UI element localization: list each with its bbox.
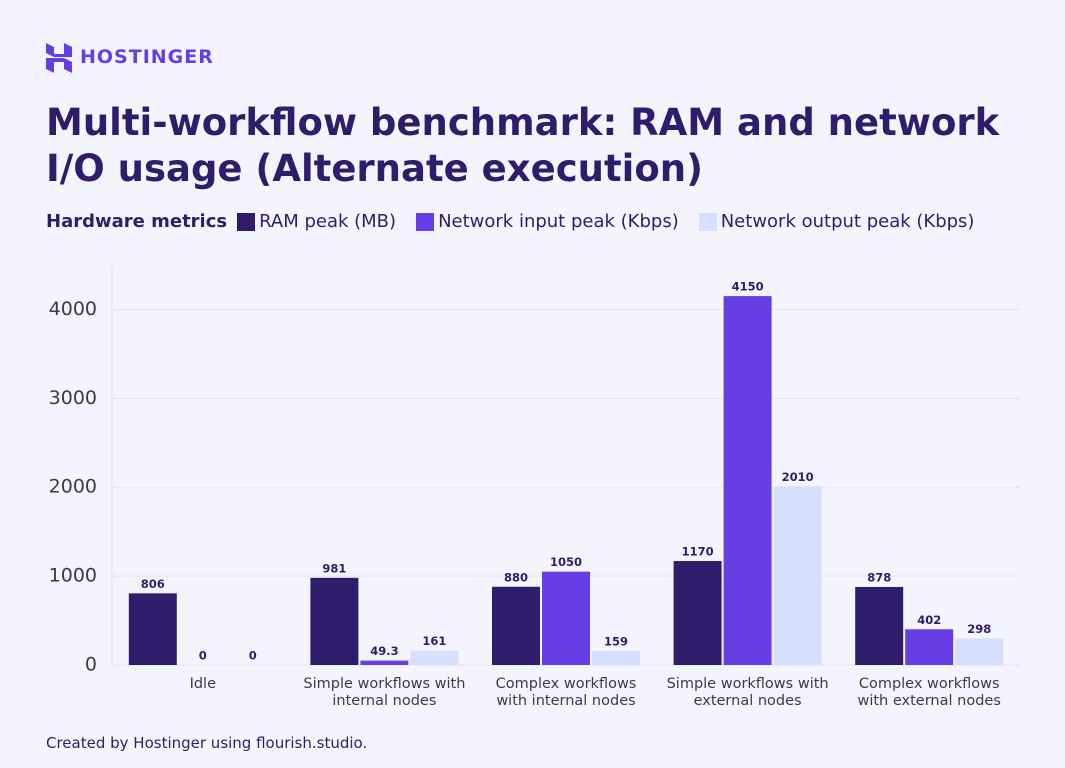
value-label: 4150: [732, 280, 764, 294]
legend-swatch: [416, 212, 435, 231]
value-label: 49.3: [370, 644, 398, 658]
value-label: 0: [249, 649, 257, 663]
bar: [492, 586, 540, 665]
bar: [723, 296, 772, 665]
y-tick-label: 4000: [49, 298, 97, 320]
value-label: 1170: [682, 545, 714, 559]
value-label: 880: [504, 570, 528, 584]
footer: Created by Hostinger using flourish.stud…: [46, 734, 368, 752]
y-tick-label: 0: [85, 654, 97, 676]
bar: [773, 486, 822, 665]
value-label: 878: [867, 570, 891, 584]
value-label: 298: [967, 622, 991, 636]
bar: [905, 629, 954, 665]
value-label: 161: [422, 634, 446, 648]
logo: [46, 43, 72, 73]
legend-label: Network output peak (Kbps): [720, 211, 975, 232]
value-label: 402: [917, 613, 941, 627]
legend: Hardware metrics RAM peak (MB) Network in…: [46, 211, 994, 232]
legend-item: Network input peak (Kbps): [416, 211, 679, 232]
bar: [673, 561, 722, 665]
bar: [542, 571, 590, 665]
x-tick-label: Complex workflows with external nodes: [857, 676, 1001, 709]
bar: [128, 593, 177, 665]
value-label: 806: [141, 577, 165, 591]
legend-item: RAM peak (MB): [237, 211, 396, 232]
x-tick-label: Simple workflows with internal nodes: [303, 676, 466, 709]
value-label: 2010: [782, 470, 814, 484]
chart-title: Multi-workflow benchmark: RAM and networ…: [46, 101, 1000, 190]
bar: [592, 650, 640, 665]
legend-title: Hardware metrics: [46, 211, 228, 232]
x-tick-label: Idle: [189, 676, 217, 692]
y-tick-label: 1000: [49, 565, 97, 587]
legend-item: Network output peak (Kbps): [698, 211, 975, 232]
bar: [955, 638, 1004, 665]
bar: [310, 577, 359, 665]
bar: [855, 586, 904, 665]
x-tick-label: Complex workflows with internal nodes: [495, 676, 637, 709]
value-label: 159: [604, 634, 628, 648]
value-label: 1050: [550, 555, 582, 569]
x-tick-label: Simple workflows with external nodes: [666, 676, 829, 709]
legend-swatch: [698, 212, 717, 231]
legend-label: Network input peak (Kbps): [438, 211, 679, 232]
value-label: 0: [199, 649, 207, 663]
value-label: 981: [322, 561, 346, 575]
legend-swatch: [237, 212, 256, 231]
legend-label: RAM peak (MB): [259, 211, 397, 232]
y-tick-label: 3000: [49, 387, 97, 409]
y-tick-label: 2000: [49, 476, 97, 498]
bar: [410, 650, 459, 665]
brand: HOSTINGER: [80, 46, 214, 68]
bar: [360, 660, 409, 665]
